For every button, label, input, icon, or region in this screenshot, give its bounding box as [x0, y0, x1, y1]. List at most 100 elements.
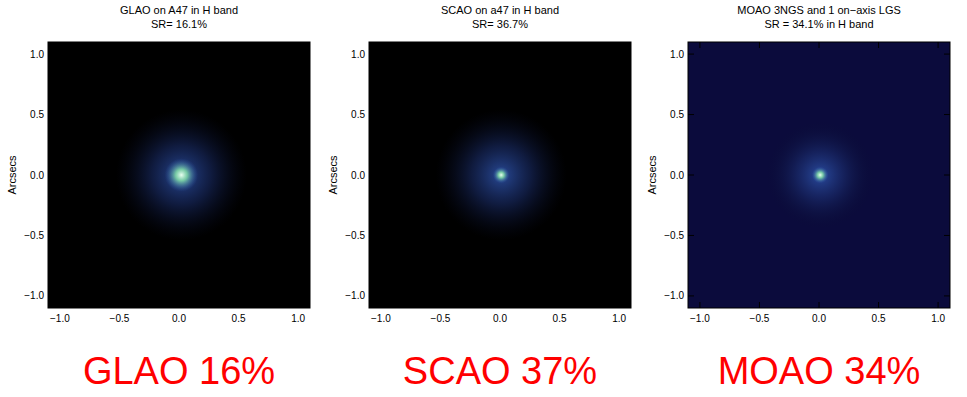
psf-core	[812, 167, 829, 184]
y-tick	[944, 295, 950, 296]
x-tick	[179, 42, 180, 48]
x-tick	[238, 42, 239, 48]
y-tick	[625, 114, 631, 115]
y-tick	[944, 175, 950, 176]
y-tick-label: −0.5	[345, 230, 365, 241]
x-tick	[559, 42, 560, 48]
y-tick	[304, 114, 310, 115]
x-tick	[440, 302, 441, 308]
y-tick	[48, 175, 54, 176]
frame	[688, 42, 950, 308]
x-tick-label: −1.0	[50, 313, 70, 324]
image-background	[688, 42, 950, 308]
image-background	[369, 42, 631, 308]
x-tick	[380, 302, 381, 308]
x-tick	[619, 42, 620, 48]
x-tick	[440, 42, 441, 48]
y-tick	[944, 54, 950, 55]
y-tick	[48, 54, 54, 55]
y-tick	[304, 54, 310, 55]
y-tick-label: −1.0	[664, 290, 684, 301]
y-tick-label: 1.0	[30, 49, 44, 60]
y-tick	[48, 114, 54, 115]
x-tick-label: −1.0	[690, 313, 710, 324]
y-tick-label: 0.5	[30, 109, 44, 120]
x-tick-label: −0.5	[110, 313, 130, 324]
title: MOAO 3NGS and 1 on−axis LGS	[737, 4, 901, 16]
panel: MOAO 3NGS and 1 on−axis LGS SR = 34.1% in…	[646, 4, 950, 392]
plot-area	[369, 42, 631, 308]
subtitle: SR= 16.1%	[151, 18, 207, 30]
y-tick	[304, 175, 310, 176]
y-tick-label: 0.5	[351, 109, 365, 120]
psf-halo	[436, 110, 567, 241]
x-tick	[59, 42, 60, 48]
y-tick-label: −0.5	[664, 230, 684, 241]
caption: SCAO 37%	[403, 350, 597, 392]
x-tick-label: 0.0	[493, 313, 507, 324]
x-tick	[380, 42, 381, 48]
x-tick	[59, 302, 60, 308]
x-tick-label: 1.0	[612, 313, 626, 324]
x-tick-label: 0.5	[872, 313, 886, 324]
y-tick	[369, 295, 375, 296]
caption: GLAO 16%	[83, 350, 275, 392]
y-tick-label: 0.0	[30, 170, 44, 181]
title: GLAO on A47 in H band	[120, 4, 238, 16]
x-tick-label: 1.0	[291, 313, 305, 324]
psf-halo	[116, 110, 247, 241]
y-tick	[688, 175, 694, 176]
y-tick-label: −0.5	[24, 230, 44, 241]
y-tick	[625, 175, 631, 176]
subtitle: SR = 34.1% in H band	[764, 18, 873, 30]
x-tick-label: 0.5	[232, 313, 246, 324]
x-tick-label: 0.0	[172, 313, 186, 324]
x-tick	[938, 302, 939, 308]
x-tick	[938, 42, 939, 48]
x-tick	[699, 302, 700, 308]
x-tick	[559, 302, 560, 308]
x-tick	[878, 302, 879, 308]
plot-area	[688, 42, 950, 308]
y-tick	[625, 54, 631, 55]
x-tick	[238, 302, 239, 308]
y-tick-label: −1.0	[345, 290, 365, 301]
y-tick	[625, 295, 631, 296]
y-tick	[369, 235, 375, 236]
y-tick-label: 0.0	[351, 170, 365, 181]
psf-core	[165, 158, 198, 191]
x-tick	[619, 302, 620, 308]
x-tick-label: 0.5	[553, 313, 567, 324]
x-tick	[819, 302, 820, 308]
x-tick	[119, 302, 120, 308]
image-background	[48, 42, 310, 308]
title: SCAO on a47 in H band	[441, 4, 559, 16]
y-tick	[369, 114, 375, 115]
x-tick	[119, 42, 120, 48]
x-tick	[298, 42, 299, 48]
x-tick	[699, 42, 700, 48]
y-tick	[688, 295, 694, 296]
plot-area	[48, 42, 310, 308]
psf-halo	[767, 121, 874, 228]
x-tick	[500, 42, 501, 48]
psf-core	[493, 167, 510, 184]
y-tick	[369, 175, 375, 176]
y-tick	[48, 295, 54, 296]
y-tick-label: 1.0	[670, 49, 684, 60]
y-tick	[369, 54, 375, 55]
x-tick	[878, 42, 879, 48]
y-tick	[625, 235, 631, 236]
y-tick	[48, 235, 54, 236]
x-tick-label: 0.0	[812, 313, 826, 324]
x-tick	[759, 42, 760, 48]
x-tick-label: −1.0	[371, 313, 391, 324]
y-tick-label: 0.5	[670, 109, 684, 120]
y-tick	[688, 54, 694, 55]
y-axis-label: Arcsecs	[327, 155, 339, 195]
x-tick	[500, 302, 501, 308]
y-tick	[688, 114, 694, 115]
frame	[48, 42, 310, 308]
subtitle: SR= 36.7%	[472, 18, 528, 30]
frame	[369, 42, 631, 308]
